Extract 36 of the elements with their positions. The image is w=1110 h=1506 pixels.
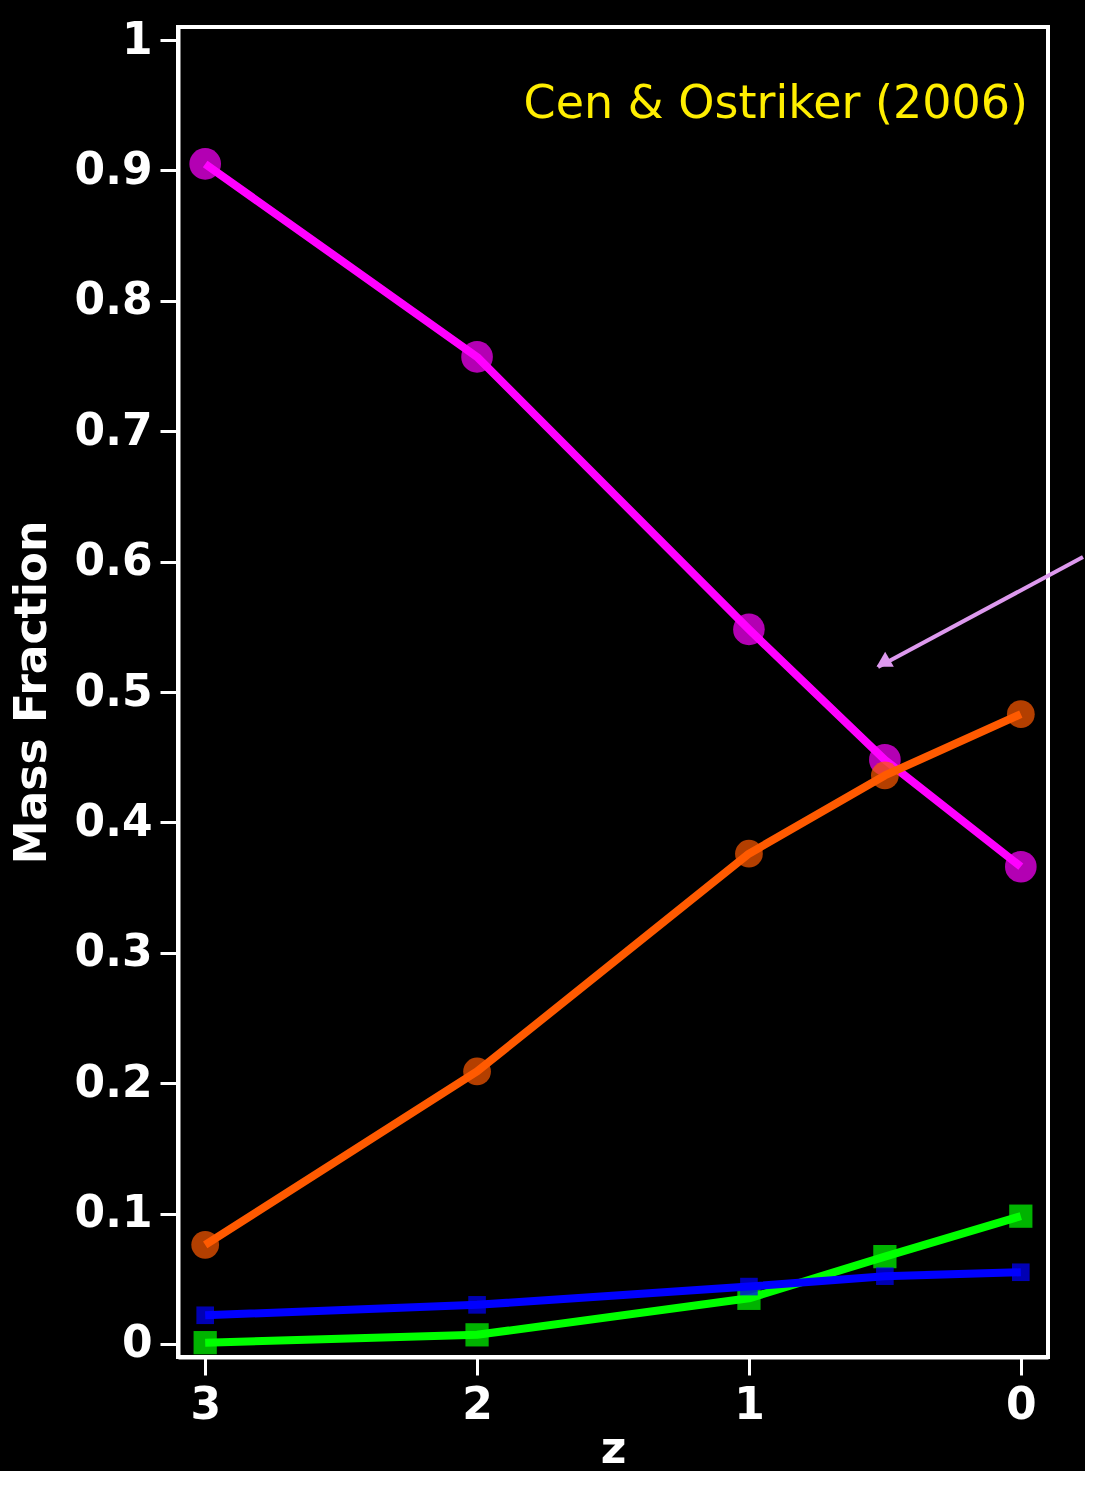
point [465, 1323, 489, 1347]
y-tick-label: 0.9 [74, 142, 153, 194]
x-tick-label: 3 [190, 1377, 221, 1429]
point [189, 148, 221, 180]
point [1005, 850, 1037, 883]
point [733, 613, 765, 646]
y-tick-label: 1 [121, 12, 153, 64]
y-tick-label: 0.3 [74, 925, 153, 977]
point [871, 761, 899, 790]
point [463, 1057, 491, 1086]
x-tick-label: 2 [462, 1377, 493, 1429]
point [735, 839, 763, 868]
y-tick-label: 0.8 [74, 273, 153, 325]
point [1012, 1263, 1030, 1282]
y-tick-label: 0 [121, 1316, 153, 1368]
point [193, 1331, 217, 1355]
y-tick-label: 0.6 [74, 534, 153, 586]
point [1009, 1204, 1033, 1228]
y-tick-label: 0.7 [74, 403, 153, 455]
point [1006, 700, 1035, 729]
point [740, 1277, 758, 1296]
x-axis-title: z [600, 1421, 627, 1473]
point [876, 1267, 894, 1285]
annotation: Cen & Ostriker (2006) [523, 75, 1028, 129]
y-tick-label: 0.5 [74, 664, 153, 716]
point [873, 1244, 897, 1269]
y-tick-label: 0.4 [74, 794, 153, 846]
y-axis-title: Mass Fraction [4, 520, 56, 865]
y-tick-label: 0.1 [74, 1186, 153, 1238]
x-tick-label: 1 [734, 1377, 765, 1429]
point [191, 1231, 220, 1259]
x-tick-label: 0 [1006, 1377, 1037, 1429]
point [461, 341, 493, 373]
point [468, 1296, 486, 1314]
point [196, 1306, 214, 1325]
y-tick-label: 0.2 [74, 1055, 153, 1107]
